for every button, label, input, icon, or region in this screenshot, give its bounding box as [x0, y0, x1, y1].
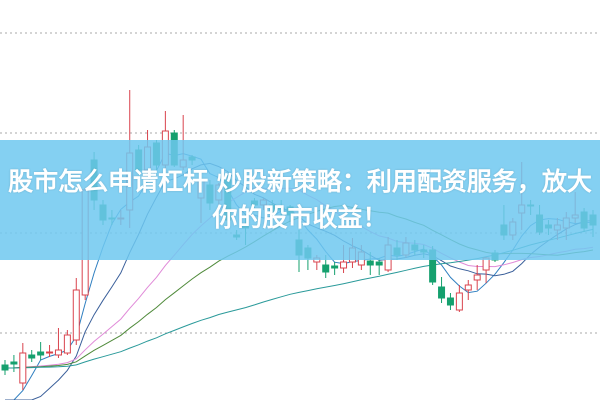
candle-up: [19, 352, 27, 384]
candle-up: [54, 349, 62, 356]
candle-up: [340, 261, 348, 269]
candle-down: [1, 364, 9, 371]
candle-down: [375, 261, 383, 266]
candle-up: [455, 292, 463, 311]
candle-down: [37, 351, 45, 356]
headline-title: 股市怎么申请杠杆 炒股新策略：利用配资服务，放大你的股市收益！: [8, 167, 592, 232]
candle-down: [28, 354, 36, 359]
candle-down: [438, 286, 446, 299]
candle-up: [72, 289, 80, 341]
candle-down: [446, 297, 454, 306]
candle-up: [473, 274, 481, 281]
candle-down: [331, 265, 339, 269]
candle-down: [10, 361, 18, 365]
candle-down: [322, 264, 330, 273]
headline-banner: 股市怎么申请杠杆 炒股新策略：利用配资服务，放大你的股市收益！: [0, 140, 600, 260]
candle-up: [464, 284, 472, 291]
candle-down: [366, 260, 374, 266]
candle-up: [63, 334, 71, 354]
candle-up: [46, 351, 54, 354]
